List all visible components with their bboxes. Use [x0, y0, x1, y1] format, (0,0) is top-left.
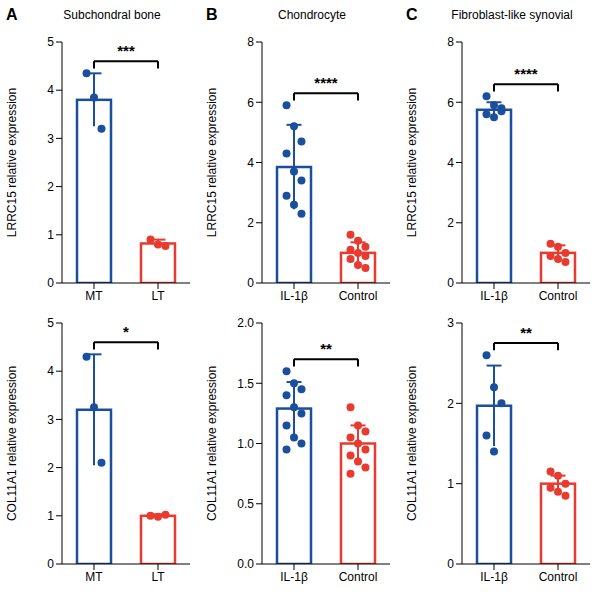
svg-text:1: 1: [47, 509, 54, 523]
svg-text:0: 0: [447, 557, 454, 571]
html-text:C: C: [406, 6, 418, 23]
svg-text:****: ****: [314, 74, 338, 91]
svg-text:4: 4: [47, 364, 54, 378]
svg-text:6: 6: [447, 96, 454, 110]
svg-text:4: 4: [47, 83, 54, 97]
svg-text:LRRC15 relative expression: LRRC15 relative expression: [405, 88, 419, 237]
svg-text:LT: LT: [151, 570, 165, 584]
svg-text:LRRC15 relative expression: LRRC15 relative expression: [8, 88, 19, 237]
svg-text:3: 3: [447, 316, 454, 330]
svg-text:*: *: [123, 323, 129, 340]
svg-text:0: 0: [247, 276, 254, 290]
svg-text:1: 1: [47, 228, 54, 242]
svg-text:IL-1β: IL-1β: [280, 289, 308, 303]
svg-text:1.5: 1.5: [237, 377, 254, 391]
svg-text:0.5: 0.5: [237, 497, 254, 511]
svg-text:MT: MT: [85, 570, 103, 584]
svg-text:IL-1β: IL-1β: [480, 289, 508, 303]
svg-text:**: **: [320, 340, 332, 357]
svg-text:Control: Control: [339, 570, 378, 584]
svg-text:8: 8: [247, 35, 254, 49]
svg-text:Control: Control: [539, 570, 578, 584]
svg-text:Control: Control: [339, 289, 378, 303]
svg-text:8: 8: [447, 35, 454, 49]
svg-text:LRRC15 relative expression: LRRC15 relative expression: [205, 88, 219, 237]
svg-text:2.0: 2.0: [237, 316, 254, 330]
svg-text:2: 2: [47, 461, 54, 475]
svg-text:3: 3: [47, 413, 54, 427]
svg-text:5: 5: [47, 316, 54, 330]
svg-text:COL11A1 relative expression: COL11A1 relative expression: [205, 366, 219, 521]
html-text:Fibroblast-like synovial: Fibroblast-like synovial: [451, 8, 573, 22]
svg-text:2: 2: [47, 180, 54, 194]
svg-text:5: 5: [47, 35, 54, 49]
svg-text:***: ***: [117, 42, 135, 59]
html-text:A: A: [6, 6, 18, 23]
svg-text:LT: LT: [151, 289, 165, 303]
html-text:Chondrocyte: Chondrocyte: [278, 8, 346, 22]
svg-text:4: 4: [247, 156, 254, 170]
svg-text:1: 1: [447, 477, 454, 491]
svg-text:0.0: 0.0: [237, 557, 254, 571]
svg-text:4: 4: [447, 156, 454, 170]
svg-text:0: 0: [47, 557, 54, 571]
svg-text:MT: MT: [85, 289, 103, 303]
html-text:B: B: [206, 6, 218, 23]
svg-text:0: 0: [447, 276, 454, 290]
svg-text:****: ****: [514, 65, 538, 82]
svg-text:0: 0: [47, 276, 54, 290]
svg-text:2: 2: [447, 216, 454, 230]
svg-text:6: 6: [247, 96, 254, 110]
svg-text:IL-1β: IL-1β: [480, 570, 508, 584]
svg-text:1.0: 1.0: [237, 437, 254, 451]
svg-text:IL-1β: IL-1β: [280, 570, 308, 584]
svg-text:COL11A1 relative expression: COL11A1 relative expression: [8, 366, 19, 521]
svg-text:2: 2: [447, 397, 454, 411]
svg-text:**: **: [520, 324, 532, 341]
svg-text:Control: Control: [539, 289, 578, 303]
svg-text:3: 3: [47, 132, 54, 146]
svg-text:2: 2: [247, 216, 254, 230]
html-text:Subchondral bone: Subchondral bone: [63, 8, 161, 22]
svg-text:COL11A1 relative expression: COL11A1 relative expression: [405, 366, 419, 521]
